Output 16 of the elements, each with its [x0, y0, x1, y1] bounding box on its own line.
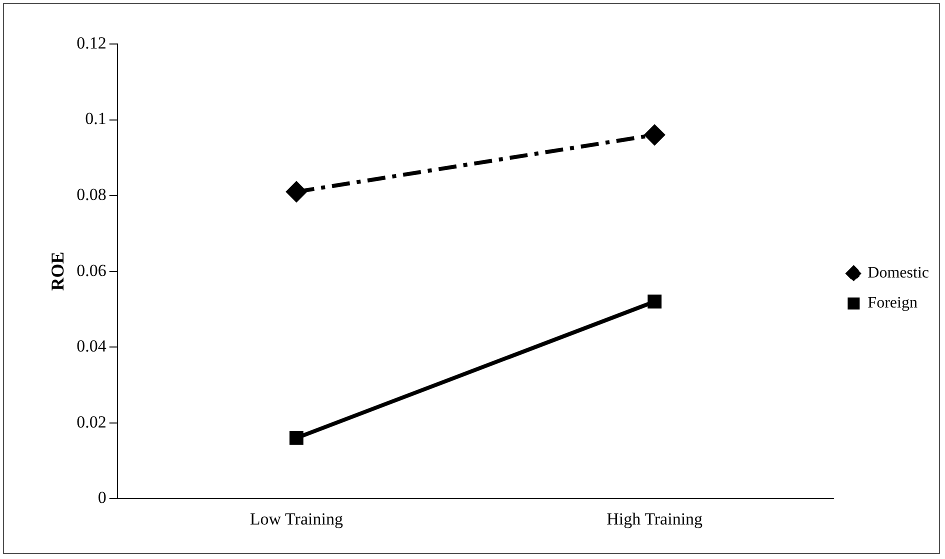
y-tick-label: 0.1 — [85, 109, 106, 128]
point — [289, 431, 304, 445]
y-tick-label: 0.06 — [76, 260, 106, 280]
y-tick-label: 0 — [98, 488, 106, 508]
y-tick-label: 0.02 — [76, 412, 106, 432]
legend-label: Domestic — [868, 264, 930, 282]
y-axis-title: ROE — [47, 252, 68, 291]
y-tick-label: 0.04 — [76, 336, 107, 356]
point — [286, 182, 306, 202]
y-tick-label: 0.08 — [76, 185, 106, 204]
legend-label: Foreign — [868, 294, 918, 312]
x-tick-label: High Training — [606, 509, 704, 528]
y-tick-label: 0.12 — [76, 33, 106, 52]
point — [648, 294, 662, 309]
x-tick-label: Low Training — [250, 509, 344, 528]
point — [644, 124, 665, 145]
